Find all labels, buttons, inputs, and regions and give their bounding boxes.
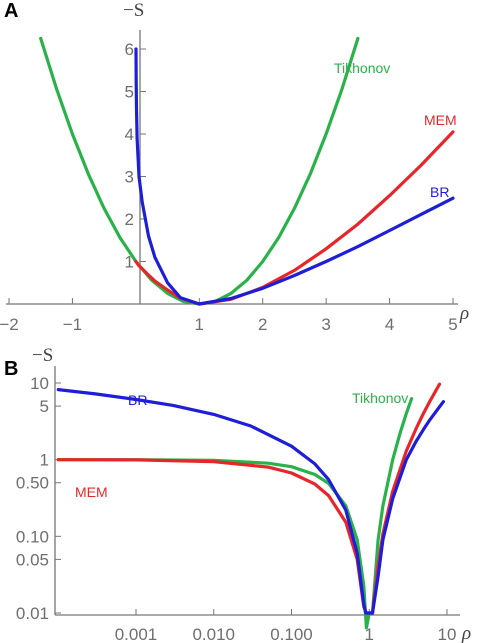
panel-b-series (56, 382, 445, 630)
panel-b-label-br: BR (128, 392, 147, 408)
panel-b-y-tick-label: 0.05 (16, 550, 49, 569)
panel-a-label-br: BR (430, 184, 449, 200)
panel-a-x-tick-label: 3 (321, 315, 330, 334)
panel-a-y-tick-label: 1 (125, 253, 134, 272)
panel-b: B −S ρ 0.001 0.010 0.100 1 10 0.01 0.05 0.10 0.5… (4, 345, 471, 643)
panel-b-label-mem: MEM (75, 484, 108, 500)
panel-b-y-axis-label: −S (32, 345, 53, 366)
panel-a-x-tick-label: 2 (258, 315, 267, 334)
panel-b-x-tick-label: 0.001 (115, 625, 158, 643)
panel-b-series-tikhonov (56, 397, 414, 630)
panel-a-y-tick-label: 5 (125, 83, 134, 102)
panel-b-y-tick-label: 1 (40, 451, 49, 470)
panel-a-ticks: −2 −1 1 2 3 4 5 1 2 3 4 5 6 (0, 40, 458, 334)
panel-a-y-tick-label: 4 (125, 125, 134, 144)
panel-b-series-mem (56, 382, 442, 615)
panel-a-label-mem: MEM (424, 112, 457, 128)
panel-a-x-tick-label: −1 (63, 315, 82, 334)
panel-b-x-tick-label: 10 (438, 625, 457, 643)
panel-b-ticks: 0.001 0.010 0.100 1 10 0.01 0.05 0.10 0.50 1 5 10 (16, 374, 457, 643)
panel-b-y-tick-label: 5 (40, 397, 49, 416)
panel-b-x-tick-label: 0.100 (270, 625, 313, 643)
panel-a-x-axis-label: ρ (459, 303, 469, 324)
panel-a-series (39, 36, 455, 306)
panel-a-x-tick-label: −2 (0, 315, 19, 334)
panel-a-x-tick-label: 4 (385, 315, 394, 334)
panel-b-x-tick-label: 1 (365, 625, 374, 643)
panel-a-label-tikhonov: Tikhonov (334, 60, 390, 76)
panel-a-y-tick-label: 2 (125, 210, 134, 229)
panel-a-y-tick-label: 3 (125, 168, 134, 187)
panel-b-y-tick-label: 0.50 (16, 474, 49, 493)
panel-a-y-tick-label: 6 (125, 40, 134, 59)
panel-b-y-tick-label: 0.10 (16, 527, 49, 546)
panel-a-series-br (134, 47, 455, 306)
panel-a: A −S ρ −2 −1 1 2 3 4 5 1 2 3 4 5 6 Tikhonov MEM BR (0, 0, 469, 334)
panel-b-label-tikhonov: Tikhonov (352, 390, 408, 406)
panel-b-series-br (56, 388, 445, 615)
panel-b-y-tick-label: 0.01 (16, 604, 49, 623)
panel-b-y-tick-label: 10 (30, 374, 49, 393)
panel-b-x-axis-label: ρ (461, 623, 471, 643)
panel-a-x-tick-label: 5 (448, 315, 457, 334)
panel-b-x-tick-label: 0.010 (192, 625, 235, 643)
panel-a-x-tick-label: 1 (195, 315, 204, 334)
panel-a-series-tikhonov (39, 36, 360, 306)
panel-b-label: B (4, 358, 18, 380)
panel-a-label: A (4, 0, 18, 22)
panel-a-y-axis-label: −S (123, 0, 144, 21)
panel-a-series-mem (134, 130, 455, 306)
